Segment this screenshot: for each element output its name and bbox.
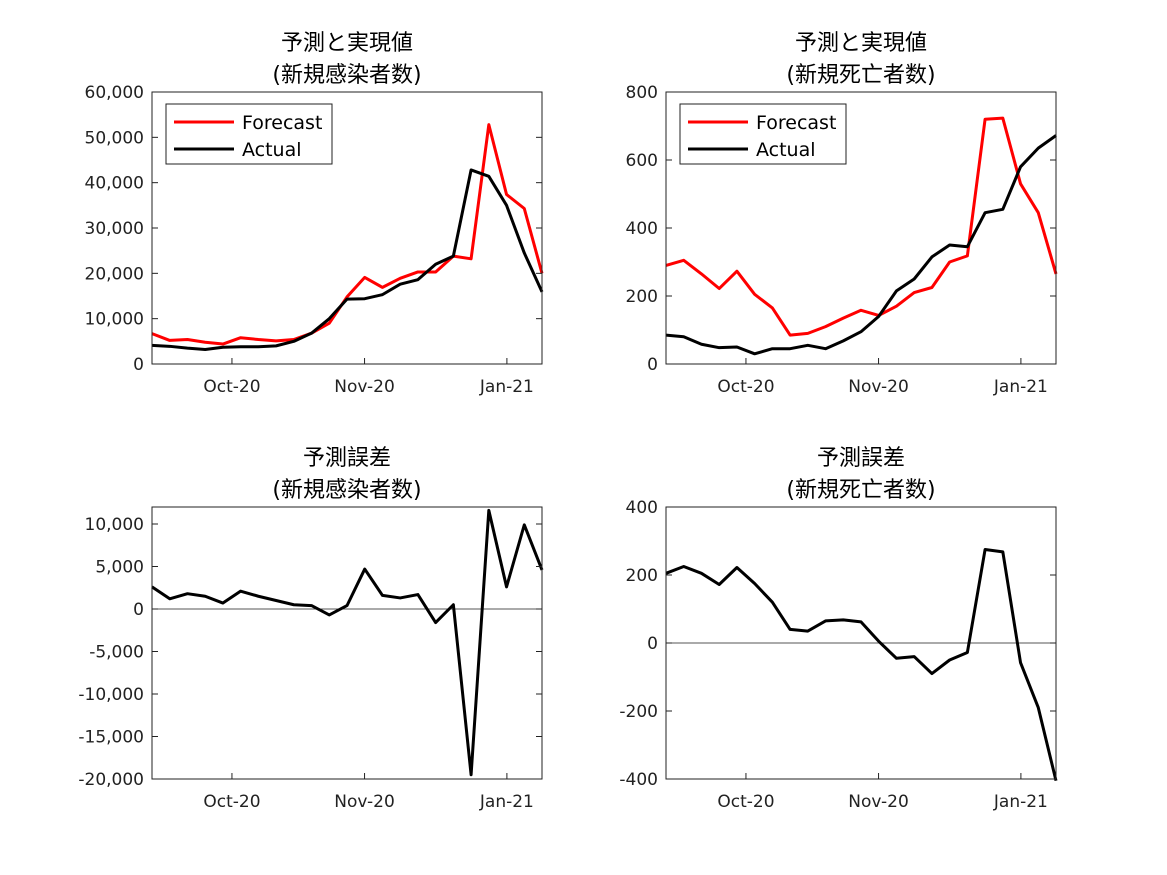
y-tick-label: 60,000 (85, 83, 144, 103)
y-tick-label: -10,000 (78, 685, 144, 705)
y-tick-label: -400 (619, 770, 658, 790)
x-tick-label: Jan-21 (993, 377, 1048, 397)
plot-area-frame (151, 506, 543, 780)
y-tick-label: 400 (626, 219, 658, 239)
y-tick-label: 20,000 (85, 264, 144, 284)
y-tick-label: 400 (626, 498, 658, 518)
y-tick-label: 10,000 (85, 515, 144, 535)
y-tick-label: 40,000 (85, 174, 144, 194)
x-tick-label: Nov-20 (848, 792, 909, 812)
series-line-forecast (151, 123, 544, 346)
chart-panel-3: 予測誤差 (新規感染者数) -20,000 -15,000 -10,000 -5,000 0… (78, 446, 544, 812)
chart-subtitle: (新規死亡者数) (786, 63, 935, 88)
y-tick-label: 5,000 (95, 558, 144, 578)
y-tick-label: -200 (619, 702, 658, 722)
y-tick-label: 600 (626, 151, 658, 171)
x-tick-label: Oct-20 (203, 377, 260, 397)
chart-title: 予測と実現値 (795, 31, 927, 56)
x-tick-label: Jan-21 (993, 792, 1048, 812)
chart-panel-1: 予測と実現値 (新規感染者数) 0 10,000 20,000 30,000 40,000 5… (85, 31, 544, 397)
chart-subtitle: (新規感染者数) (272, 478, 421, 503)
series-line-actual (151, 168, 544, 351)
chart-title: 予測誤差 (817, 446, 905, 471)
x-tick-label: Oct-20 (717, 792, 774, 812)
legend-box (679, 103, 847, 165)
legend-label: Actual (242, 139, 302, 161)
y-tick-label: 30,000 (85, 219, 144, 239)
y-tick-label: 0 (133, 600, 144, 620)
legend-label: Actual (756, 139, 816, 161)
y-tick-label: 0 (133, 355, 144, 375)
x-tick-label: Oct-20 (717, 377, 774, 397)
y-tick-label: -15,000 (78, 728, 144, 748)
x-tick-label: Jan-21 (479, 377, 534, 397)
legend-label: Forecast (756, 112, 836, 134)
legend: Forecast Actual (679, 103, 847, 165)
legend-box (165, 103, 333, 165)
chart-panel-4: 予測誤差 (新規死亡者数) -400 -200 0 200 400 Oct-20 Nov-20 J… (619, 446, 1058, 812)
chart-title: 予測と実現値 (281, 31, 413, 56)
y-tick-label: 200 (626, 287, 658, 307)
y-tick-label: -20,000 (78, 770, 144, 790)
x-tick-label: Nov-20 (334, 377, 395, 397)
legend: Forecast Actual (165, 103, 333, 165)
chart-subtitle: (新規死亡者数) (786, 478, 935, 503)
y-tick-label: 0 (647, 355, 658, 375)
y-tick-label: 50,000 (85, 128, 144, 148)
x-tick-label: Jan-21 (479, 792, 534, 812)
series-line-forecast (665, 116, 1058, 337)
y-tick-label: 0 (647, 634, 658, 654)
chart-panel-2: 予測と実現値 (新規死亡者数) 0 200 400 600 800 Oct-20 Nov-20 J… (626, 31, 1058, 397)
x-tick-label: Oct-20 (203, 792, 260, 812)
y-tick-label: 800 (626, 83, 658, 103)
chart-title: 予測誤差 (303, 446, 391, 471)
x-tick-label: Nov-20 (334, 792, 395, 812)
y-tick-label: -5,000 (89, 643, 144, 663)
y-tick-label: 200 (626, 566, 658, 586)
y-tick-label: 10,000 (85, 310, 144, 330)
series-line-error (665, 548, 1058, 782)
legend-label: Forecast (242, 112, 322, 134)
chart-subtitle: (新規感染者数) (272, 63, 421, 88)
series-line-error (151, 508, 544, 777)
x-tick-label: Nov-20 (848, 377, 909, 397)
series-line-actual (665, 134, 1057, 356)
